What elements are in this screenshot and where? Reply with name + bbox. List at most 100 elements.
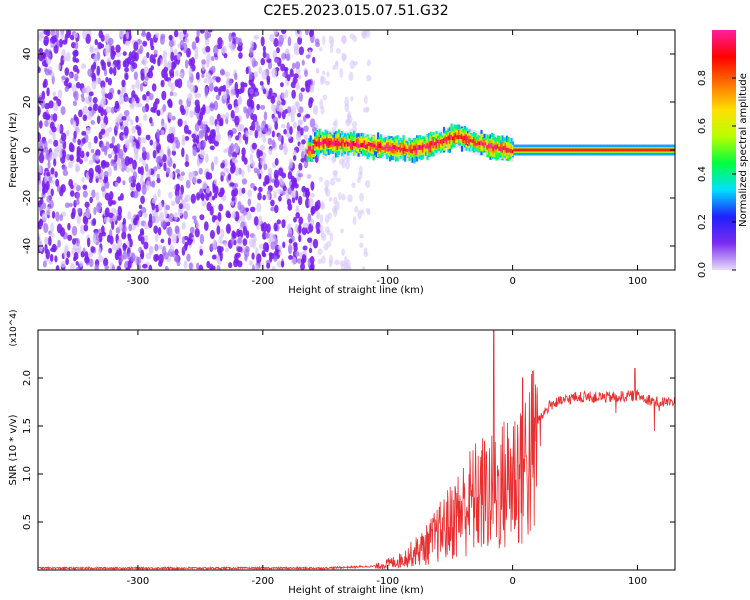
spectrogram-cell bbox=[209, 145, 215, 151]
spectrogram-signal bbox=[435, 141, 438, 146]
spectrogram-cell bbox=[195, 222, 200, 229]
spectrogram-cell bbox=[100, 80, 106, 89]
spectrogram-cell bbox=[256, 124, 261, 132]
spectrogram-cell bbox=[336, 177, 341, 183]
spectrogram-cell bbox=[184, 59, 189, 69]
spectrogram-cell bbox=[322, 70, 326, 76]
spectrogram-cell bbox=[251, 252, 255, 260]
spectrogram-signal bbox=[376, 142, 380, 148]
spectrogram-cell bbox=[60, 30, 65, 40]
spectrogram-cell bbox=[250, 182, 255, 189]
spectrogram-signal bbox=[366, 143, 369, 149]
spectrogram-cell bbox=[181, 134, 186, 142]
spectrogram-cell bbox=[274, 157, 279, 166]
spectrogram-cell bbox=[295, 82, 300, 90]
spectrogram-cell bbox=[110, 207, 117, 214]
spectrogram-cell bbox=[213, 86, 219, 93]
spectrogram-cell bbox=[262, 88, 267, 95]
spectrogram-cell bbox=[57, 63, 61, 71]
spectrogram-cell bbox=[130, 119, 134, 126]
spectrogram-cell bbox=[64, 202, 70, 209]
spectrogram-cell bbox=[178, 99, 183, 106]
spectrogram-cell bbox=[204, 131, 208, 142]
spectrogram-cell bbox=[123, 109, 130, 117]
spectrogram-cell bbox=[118, 222, 124, 231]
spectrogram-cell bbox=[38, 106, 41, 116]
spectrogram-signal bbox=[378, 143, 381, 149]
spectrogram-cell bbox=[180, 108, 186, 116]
spectrogram-cell bbox=[232, 231, 237, 239]
spectrogram-signal bbox=[403, 146, 407, 151]
spectrogram-signal bbox=[433, 142, 437, 149]
spectrogram-signal bbox=[448, 134, 452, 140]
spectrogram-cell bbox=[181, 147, 185, 158]
spectrogram-cell bbox=[49, 232, 55, 238]
spectrogram-cell bbox=[168, 191, 173, 199]
spectrogram-cell bbox=[48, 100, 54, 109]
spectrogram-cell bbox=[124, 155, 131, 167]
spectrogram-cell bbox=[229, 182, 235, 187]
spectrogram-cell bbox=[85, 127, 91, 135]
spectrogram-cell bbox=[236, 228, 241, 238]
colorbar-tick-label: 0.8 bbox=[697, 70, 708, 86]
spectrogram-cell bbox=[104, 192, 110, 201]
spectrogram-cell bbox=[221, 47, 226, 53]
spectrogram-cell bbox=[108, 247, 113, 254]
spectrogram-signal bbox=[486, 145, 489, 150]
spectrogram-cell bbox=[69, 190, 75, 197]
spectrogram-cell bbox=[95, 154, 100, 161]
spectrogram-cell bbox=[286, 122, 290, 131]
spectrogram-cell bbox=[354, 205, 359, 213]
y-tick-label: 1.0 bbox=[22, 466, 33, 482]
spectrogram-cell bbox=[335, 48, 341, 54]
spectrogram-cell bbox=[347, 194, 353, 203]
spectrogram-cell bbox=[184, 37, 189, 44]
spectrogram-cell bbox=[75, 261, 79, 266]
spectrogram-cell bbox=[321, 232, 327, 241]
spectrogram-cell bbox=[106, 57, 112, 63]
spectrogram-cell bbox=[132, 171, 138, 181]
spectrogram-cell bbox=[278, 195, 282, 202]
spectrogram-cell bbox=[45, 249, 50, 260]
spectrogram-cell bbox=[43, 236, 49, 245]
spectrogram-cell bbox=[44, 120, 49, 128]
spectrogram-cell bbox=[328, 259, 333, 268]
spectrogram-cell bbox=[306, 174, 312, 180]
spectrogram-cell bbox=[273, 30, 279, 36]
spectrogram-cell bbox=[161, 90, 167, 101]
spectrogram-signal bbox=[326, 141, 329, 146]
spectrogram-cell bbox=[105, 76, 109, 83]
spectrogram-signal bbox=[358, 140, 362, 148]
spectrogram-cell bbox=[253, 34, 260, 40]
spectrogram-cell bbox=[341, 193, 346, 201]
spectrogram-cell bbox=[345, 154, 351, 163]
spectrogram-cell bbox=[307, 237, 313, 243]
spectrogram-cell bbox=[107, 166, 113, 178]
spectrogram-cell bbox=[121, 79, 126, 88]
spectrogram-cell bbox=[49, 152, 55, 160]
spectrogram-cell bbox=[60, 260, 66, 268]
spectrogram-cell bbox=[277, 188, 283, 195]
spectrogram-cell bbox=[142, 160, 146, 166]
spectrogram-cell bbox=[153, 166, 158, 172]
spectrogram-signal bbox=[361, 142, 365, 148]
spectrogram-cell bbox=[295, 61, 301, 70]
y-tick-label: 0 bbox=[22, 147, 33, 153]
spectrogram-cell bbox=[115, 44, 121, 53]
spectrogram-cell bbox=[76, 191, 80, 201]
spectrogram-cell bbox=[163, 162, 167, 172]
spectrogram-cell bbox=[75, 199, 80, 206]
spectrogram-cell bbox=[244, 253, 248, 262]
spectrogram-cell bbox=[40, 31, 45, 39]
spectrogram-cell bbox=[309, 256, 315, 264]
spectrogram-cell bbox=[79, 158, 84, 165]
spectrogram-cell bbox=[149, 37, 154, 48]
spectrogram-cell bbox=[213, 45, 219, 55]
spectrogram-cell bbox=[280, 260, 285, 268]
spectrogram-signal bbox=[460, 134, 464, 140]
x-tick-label: 0 bbox=[509, 276, 515, 287]
spectrogram-cell bbox=[145, 134, 151, 141]
spectrogram-signal bbox=[463, 135, 467, 141]
spectrogram-cell bbox=[177, 118, 183, 127]
spectrogram-cell bbox=[167, 80, 172, 88]
